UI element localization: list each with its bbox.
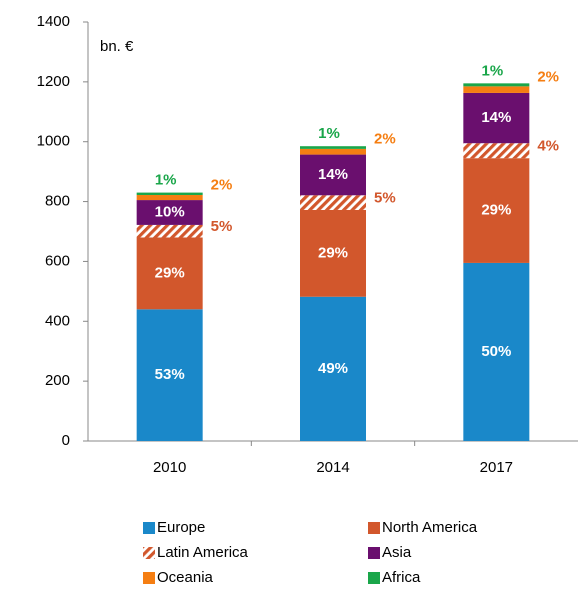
legend-label: Latin America (157, 544, 249, 561)
legend-label: Europe (157, 519, 205, 536)
value-label: 1% (318, 125, 340, 142)
bar-segment (300, 209, 366, 297)
y-tick-label: 1200 (37, 73, 70, 90)
y-tick-label: 0 (62, 432, 70, 449)
legend-swatch (143, 572, 155, 584)
legend-swatch (143, 522, 155, 534)
y-tick-label: 1000 (37, 133, 70, 150)
value-label: 53% (155, 366, 185, 383)
bar-segment (463, 92, 530, 144)
legend-label: North America (382, 519, 478, 536)
value-label: 1% (481, 62, 503, 79)
value-label: 2% (211, 176, 233, 193)
bar-segment (136, 194, 203, 201)
legend-swatch (368, 547, 380, 559)
y-tick-label: 400 (45, 312, 70, 329)
bar-segment (463, 83, 530, 87)
legend-label: Asia (382, 544, 412, 561)
y-tick-label: 800 (45, 193, 70, 210)
bar-segment (300, 296, 366, 441)
x-tick-label: 2014 (316, 459, 349, 476)
value-label: 1% (155, 172, 177, 189)
y-axis-label: bn. € (100, 38, 134, 55)
legend-swatch (368, 572, 380, 584)
value-label: 29% (318, 244, 348, 261)
legend-label: Oceania (157, 569, 214, 586)
bar-segment (463, 262, 530, 441)
legend-label: Africa (382, 569, 421, 586)
value-label: 50% (481, 343, 511, 360)
bar-segment (463, 143, 530, 159)
value-label: 29% (155, 264, 185, 281)
legend-swatch (143, 547, 155, 559)
bar-segment (300, 154, 366, 196)
bar-segment (136, 237, 203, 310)
value-label: 14% (318, 166, 348, 183)
value-label: 2% (537, 69, 559, 86)
bar-segment (463, 158, 530, 263)
bar-segment (300, 148, 366, 155)
y-tick-label: 200 (45, 372, 70, 389)
x-tick-label: 2010 (153, 459, 186, 476)
value-label: 49% (318, 360, 348, 377)
x-tick-label: 2017 (480, 459, 513, 476)
bar-segment (136, 224, 203, 238)
value-label: 10% (155, 203, 185, 220)
bar-segment (300, 195, 366, 210)
y-tick-label: 1400 (37, 13, 70, 30)
legend-swatch (368, 522, 380, 534)
bar-segment (136, 309, 203, 441)
value-label: 5% (374, 190, 396, 207)
value-label: 29% (481, 202, 511, 219)
value-label: 5% (211, 218, 233, 235)
value-label: 4% (537, 138, 559, 155)
bar-segment (136, 200, 203, 225)
bar-segment (136, 192, 203, 195)
bar-segment (300, 146, 366, 149)
y-tick-label: 600 (45, 252, 70, 269)
value-label: 2% (374, 131, 396, 148)
value-label: 14% (481, 109, 511, 126)
bar-segment (463, 86, 530, 93)
